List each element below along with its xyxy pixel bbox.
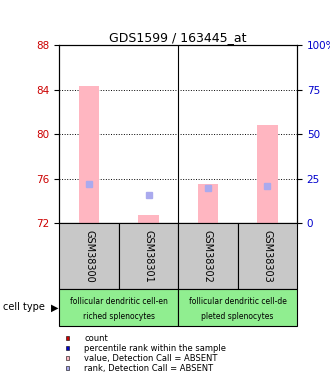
Text: GSM38303: GSM38303 [262,230,272,282]
Bar [79,86,100,223]
Bar [178,223,238,289]
Bar [197,184,218,223]
Bar [59,289,178,326]
Title: GDS1599 / 163445_at: GDS1599 / 163445_at [110,31,247,44]
Text: GSM38302: GSM38302 [203,230,213,282]
Bar [119,223,178,289]
Text: cell type: cell type [3,303,45,312]
Text: follicular dendritic cell-en: follicular dendritic cell-en [70,297,168,306]
Text: value, Detection Call = ABSENT: value, Detection Call = ABSENT [84,354,217,363]
Bar [238,223,297,289]
Bar [178,289,297,326]
Text: GSM38300: GSM38300 [84,230,94,282]
Bar [257,125,278,223]
Text: pleted splenocytes: pleted splenocytes [201,312,274,321]
Text: ▶: ▶ [51,303,59,312]
Text: riched splenocytes: riched splenocytes [83,312,155,321]
Text: count: count [84,334,108,343]
Bar [59,223,119,289]
Bar [138,215,159,223]
Text: GSM38301: GSM38301 [144,230,153,282]
Text: percentile rank within the sample: percentile rank within the sample [84,344,226,352]
Text: rank, Detection Call = ABSENT: rank, Detection Call = ABSENT [84,364,213,373]
Text: follicular dendritic cell-de: follicular dendritic cell-de [189,297,286,306]
